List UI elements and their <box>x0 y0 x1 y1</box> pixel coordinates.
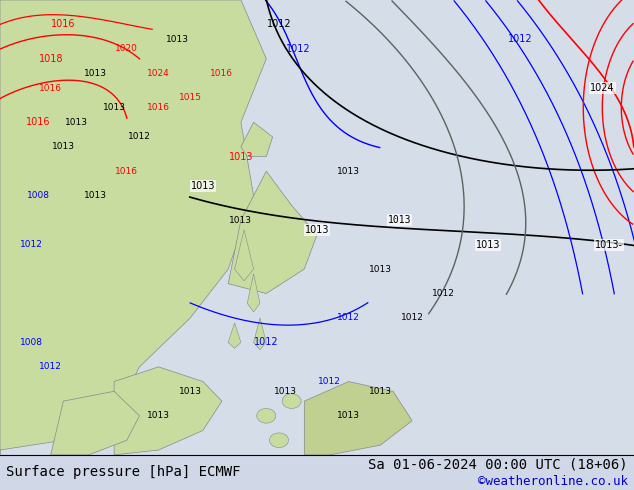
Polygon shape <box>228 323 241 348</box>
Text: 1012: 1012 <box>337 314 360 322</box>
Text: 1013: 1013 <box>305 225 329 235</box>
Polygon shape <box>241 122 273 156</box>
Circle shape <box>282 394 301 409</box>
Text: 1008: 1008 <box>20 338 43 347</box>
Circle shape <box>257 409 276 423</box>
Text: 1013: 1013 <box>476 240 500 249</box>
Text: 1024: 1024 <box>147 69 170 78</box>
Text: 1013: 1013 <box>387 215 411 225</box>
Polygon shape <box>51 392 139 455</box>
Circle shape <box>269 433 288 447</box>
Text: 1013: 1013 <box>103 103 126 112</box>
Text: ©weatheronline.co.uk: ©weatheronline.co.uk <box>477 475 628 489</box>
Text: 1012: 1012 <box>318 377 341 386</box>
Text: 1016: 1016 <box>51 20 75 29</box>
Polygon shape <box>304 382 412 455</box>
Polygon shape <box>114 367 222 455</box>
Text: 1013: 1013 <box>337 167 360 176</box>
Text: 1013: 1013 <box>274 387 297 396</box>
Text: 1013: 1013 <box>229 151 253 162</box>
Text: 1013: 1013 <box>337 411 360 420</box>
Text: 1013: 1013 <box>52 142 75 151</box>
Text: 1012: 1012 <box>432 289 455 298</box>
Text: 1012: 1012 <box>401 314 424 322</box>
Text: 1008: 1008 <box>27 191 49 200</box>
Text: 1013: 1013 <box>369 387 392 396</box>
Text: 1013: 1013 <box>147 411 170 420</box>
Text: 1018: 1018 <box>39 54 63 64</box>
Text: 1013: 1013 <box>179 387 202 396</box>
Text: Sa 01-06-2024 00:00 UTC (18+06): Sa 01-06-2024 00:00 UTC (18+06) <box>368 458 628 472</box>
FancyBboxPatch shape <box>0 0 634 455</box>
Text: 1016: 1016 <box>147 103 170 112</box>
Text: 1024: 1024 <box>590 83 614 93</box>
Text: 1013: 1013 <box>191 181 215 191</box>
Text: 1013: 1013 <box>84 191 107 200</box>
Polygon shape <box>247 274 260 312</box>
Text: 1013: 1013 <box>65 118 87 127</box>
Text: 1013: 1013 <box>369 265 392 273</box>
Text: 1016: 1016 <box>115 167 138 176</box>
Text: 1012: 1012 <box>20 240 43 249</box>
Text: 1012: 1012 <box>128 132 151 142</box>
Text: 1016: 1016 <box>26 117 50 127</box>
Text: 1012: 1012 <box>267 20 291 29</box>
Text: 1016: 1016 <box>39 84 62 93</box>
Text: 1013-: 1013- <box>595 240 623 249</box>
Text: 1012: 1012 <box>39 363 62 371</box>
Text: 1020: 1020 <box>115 45 138 53</box>
Text: 1015: 1015 <box>179 93 202 102</box>
Text: 1013: 1013 <box>166 35 189 44</box>
Polygon shape <box>254 318 266 350</box>
Text: 1013: 1013 <box>84 69 107 78</box>
Text: 1016: 1016 <box>210 69 233 78</box>
Text: 1013: 1013 <box>230 216 252 224</box>
Polygon shape <box>228 171 317 294</box>
Polygon shape <box>235 230 254 281</box>
Text: 1012: 1012 <box>286 44 310 54</box>
Polygon shape <box>0 0 266 455</box>
Text: 1012: 1012 <box>508 34 532 44</box>
Text: 1012: 1012 <box>254 338 278 347</box>
FancyBboxPatch shape <box>0 0 634 455</box>
Text: Surface pressure [hPa] ECMWF: Surface pressure [hPa] ECMWF <box>6 465 241 479</box>
